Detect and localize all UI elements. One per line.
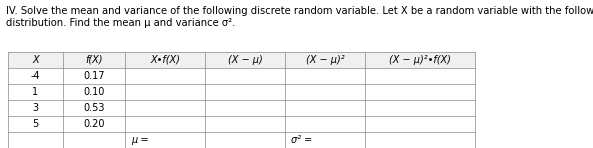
Text: 0.10: 0.10	[83, 87, 105, 97]
Text: 3: 3	[33, 103, 39, 113]
Text: μ =: μ =	[131, 135, 148, 145]
Text: (X − μ)²: (X − μ)²	[305, 55, 345, 65]
Text: 1: 1	[33, 87, 39, 97]
Text: (X − μ): (X − μ)	[228, 55, 262, 65]
Text: 0.17: 0.17	[83, 71, 105, 81]
Text: 5: 5	[33, 119, 39, 129]
Text: (X − μ)²•f(X): (X − μ)²•f(X)	[389, 55, 451, 65]
Text: -4: -4	[31, 71, 40, 81]
Text: X•f(X): X•f(X)	[150, 55, 180, 65]
Text: 0.53: 0.53	[83, 103, 105, 113]
Text: f(X): f(X)	[85, 55, 103, 65]
Text: distribution. Find the mean μ and variance σ².: distribution. Find the mean μ and varian…	[6, 18, 235, 28]
Text: σ² =: σ² =	[291, 135, 313, 145]
Text: X: X	[32, 55, 39, 65]
Text: 0.20: 0.20	[83, 119, 105, 129]
Text: IV. Solve the mean and variance of the following discrete random variable. Let X: IV. Solve the mean and variance of the f…	[6, 6, 593, 16]
Bar	[8, 52, 475, 68]
